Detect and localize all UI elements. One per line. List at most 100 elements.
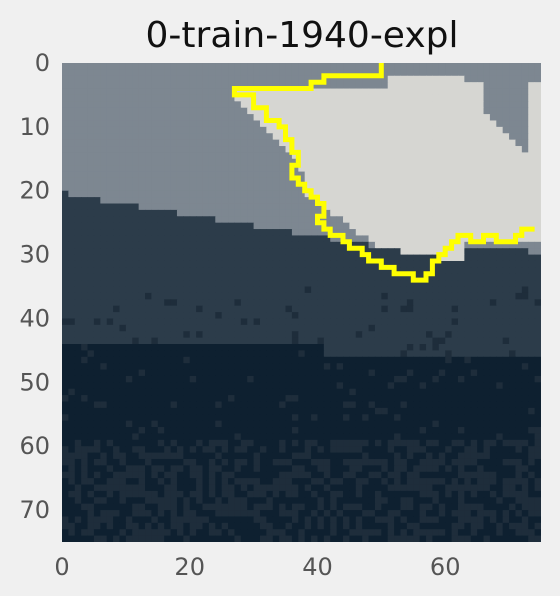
heatmap-cell [489, 420, 497, 428]
heatmap-cell [176, 433, 184, 441]
heatmap-cell [81, 69, 89, 77]
heatmap-cell [100, 190, 108, 198]
heatmap-cell [477, 216, 485, 224]
heatmap-cell [151, 446, 159, 454]
heatmap-cell [426, 126, 433, 134]
heatmap-cell [349, 427, 357, 434]
heatmap-cell [311, 139, 318, 147]
heatmap-cell [528, 241, 536, 249]
heatmap-cell [285, 388, 293, 396]
heatmap-cell [406, 177, 414, 185]
heatmap-cell [330, 363, 338, 371]
heatmap-cell [208, 229, 216, 236]
heatmap-cell [336, 350, 344, 358]
heatmap-cell [419, 363, 427, 371]
heatmap-cell [164, 94, 172, 102]
heatmap-cell [221, 177, 229, 185]
heatmap-cell [349, 478, 357, 486]
heatmap-cell [119, 101, 127, 109]
heatmap-cell [132, 337, 140, 345]
heatmap-cell [464, 439, 472, 447]
heatmap-cell [74, 484, 82, 492]
heatmap-cell [534, 344, 541, 351]
heatmap-cell [400, 197, 408, 205]
heatmap-cell [151, 465, 159, 473]
heatmap-cell [119, 395, 127, 402]
heatmap-cell [279, 101, 287, 109]
heatmap-cell [489, 337, 497, 345]
heatmap-cell [330, 382, 338, 390]
heatmap-cell [304, 439, 312, 447]
heatmap-cell [164, 260, 172, 268]
heatmap-cell [311, 312, 318, 319]
heatmap-cell [113, 88, 120, 96]
heatmap-cell [87, 235, 95, 243]
heatmap-cell [426, 267, 433, 275]
heatmap-cell [221, 88, 229, 96]
heatmap-cell [125, 299, 133, 307]
heatmap-cell [132, 158, 140, 166]
heatmap-cell [228, 184, 235, 192]
heatmap-cell [132, 484, 140, 492]
heatmap-cell [272, 177, 280, 185]
heatmap-cell [298, 197, 306, 205]
heatmap-cell [451, 190, 459, 198]
heatmap-cell [343, 324, 350, 332]
heatmap-cell [445, 146, 453, 153]
heatmap-cell [221, 146, 229, 153]
heatmap-cell [170, 471, 178, 479]
heatmap-cell [183, 107, 191, 115]
heatmap-cell [247, 407, 255, 415]
heatmap-cell [132, 280, 140, 288]
heatmap-cell [106, 388, 114, 396]
heatmap-cell [228, 478, 235, 486]
heatmap-cell [387, 75, 395, 83]
heatmap-cell [426, 197, 433, 205]
heatmap-cell [164, 235, 172, 243]
heatmap-cell [298, 407, 306, 415]
heatmap-cell [68, 324, 76, 332]
heatmap-cell [457, 388, 465, 396]
heatmap-cell [119, 158, 127, 166]
heatmap-cell [355, 292, 363, 300]
heatmap-cell [502, 120, 510, 128]
heatmap-cell [426, 344, 433, 351]
heatmap-cell [151, 344, 159, 351]
heatmap-cell [157, 165, 165, 173]
heatmap-cell [311, 69, 318, 77]
heatmap-cell [164, 465, 172, 473]
heatmap-cell [176, 427, 184, 434]
heatmap-cell [413, 286, 421, 294]
heatmap-cell [132, 152, 140, 160]
heatmap-cell [496, 254, 504, 262]
heatmap-cell [413, 139, 421, 147]
heatmap-cell [438, 471, 446, 479]
heatmap-cell [496, 388, 504, 396]
heatmap-cell [445, 229, 453, 236]
heatmap-cell [68, 375, 76, 383]
heatmap-cell [87, 350, 95, 358]
heatmap-cell [221, 299, 229, 307]
heatmap-cell [164, 133, 172, 141]
heatmap-cell [202, 356, 210, 364]
heatmap-cell [489, 120, 497, 128]
heatmap-cell [330, 273, 338, 281]
heatmap-cell [100, 395, 108, 402]
heatmap-cell [253, 235, 261, 243]
heatmap-cell [68, 478, 76, 486]
heatmap-cell [68, 229, 76, 236]
heatmap-cell [451, 305, 459, 313]
heatmap-cell [362, 286, 370, 294]
heatmap-cell [323, 63, 331, 70]
heatmap-cell [132, 407, 140, 415]
heatmap-cell [93, 260, 101, 268]
heatmap-cell [394, 203, 401, 211]
heatmap-cell [521, 375, 529, 383]
heatmap-cell [208, 241, 216, 249]
heatmap-cell [528, 120, 536, 128]
heatmap-cell [68, 388, 76, 396]
heatmap-cell [151, 229, 159, 236]
heatmap-cell [240, 190, 248, 198]
heatmap-cell [247, 363, 255, 371]
heatmap-cell [438, 280, 446, 288]
